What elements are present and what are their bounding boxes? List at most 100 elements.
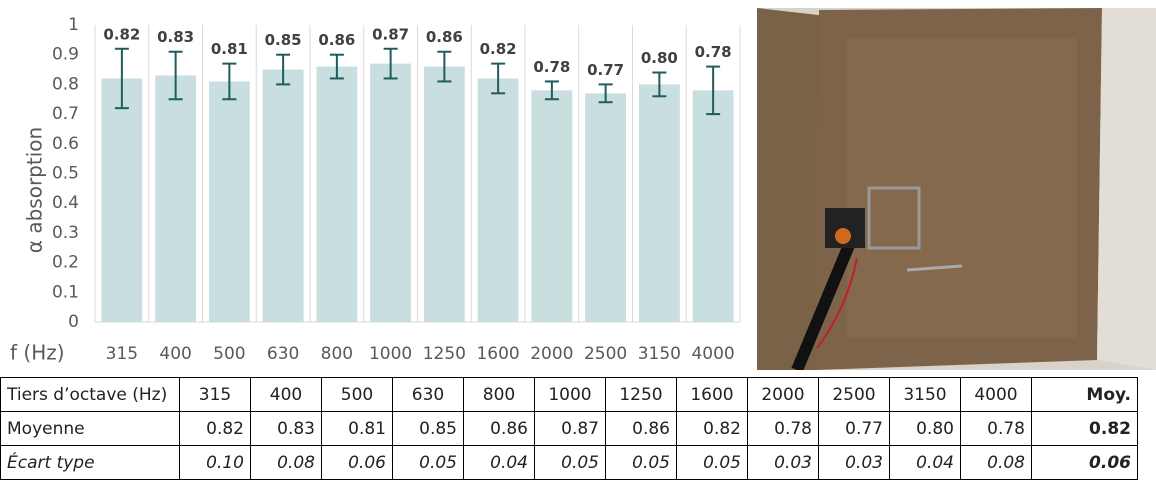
y-axis-label: α absorption: [23, 127, 47, 253]
y-tick-label: 0.4: [52, 193, 79, 213]
table-cell: 2000: [747, 377, 819, 412]
x-tick-label: 1000: [369, 344, 412, 364]
value-label: 0.87: [372, 25, 409, 43]
x-tick-label: 1250: [423, 344, 466, 364]
table-cell: 0.05: [676, 445, 748, 480]
data-table: Tiers d’octave (Hz) 315 400 500 630 800 1000 12…: [0, 377, 1138, 480]
table-cell: 0.05: [605, 445, 677, 480]
table-cell: 2500: [818, 377, 890, 412]
y-tick-label: 0.1: [52, 282, 79, 302]
table-row: Écart type 0.10 0.08 0.06 0.05 0.04 0.05 0.05 0.…: [0, 445, 1138, 480]
bar: [155, 75, 197, 323]
table-cell: 0.85: [392, 411, 464, 446]
table-cell: 0.06: [321, 445, 393, 480]
bar: [585, 93, 627, 322]
x-tick-label: 4000: [691, 344, 734, 364]
table-cell: 3150: [889, 377, 961, 412]
table-cell: Écart type: [0, 445, 180, 480]
table-cell: 0.08: [250, 445, 322, 480]
table-cell: 0.05: [534, 445, 606, 480]
value-label: 0.83: [157, 28, 194, 46]
bar: [208, 81, 250, 323]
mic-cage: [867, 186, 921, 250]
side-panel: [757, 8, 827, 370]
table-cell: 1600: [676, 377, 748, 412]
y-tick-label: 1: [68, 15, 79, 35]
table-cell: 1000: [534, 377, 606, 412]
table-cell: 0.08: [960, 445, 1032, 480]
chart: α absorption f (Hz) 0 0.1 0.2 0.3 0.4 0.5 0.6 0…: [10, 15, 741, 365]
y-tick-label: 0.6: [52, 134, 79, 154]
y-tick-label: 0: [68, 312, 79, 332]
value-label: 0.86: [426, 28, 463, 46]
table-cell: 0.03: [818, 445, 890, 480]
value-label: 0.77: [587, 61, 624, 79]
value-label: 0.81: [211, 40, 248, 58]
value-label: 0.86: [318, 31, 355, 49]
x-tick-label: 315: [106, 344, 138, 364]
x-tick-label: 400: [159, 344, 191, 364]
x-axis-label: f (Hz): [10, 341, 65, 365]
x-tick-label: 2500: [584, 344, 627, 364]
y-tick-label: 0.9: [52, 45, 79, 65]
bar: [101, 78, 143, 323]
value-label: 0.85: [265, 31, 302, 49]
table-cell: 0.04: [889, 445, 961, 480]
y-tick-label: 0.3: [52, 223, 79, 243]
table-cell: 4000: [960, 377, 1032, 412]
table-cell: Tiers d’octave (Hz): [0, 377, 180, 412]
table-row: Tiers d’octave (Hz) 315 400 500 630 800 1000 12…: [0, 377, 1138, 412]
table-cell: 800: [463, 377, 535, 412]
value-label: 0.82: [103, 25, 140, 43]
table-cell: 0.77: [818, 411, 890, 446]
table-cell: 315: [179, 377, 251, 412]
x-tick-label: 3150: [638, 344, 681, 364]
bar: [423, 66, 465, 322]
x-tick-label: 1600: [476, 344, 519, 364]
stand-knob: [835, 228, 851, 244]
y-tick-label: 0.2: [52, 253, 79, 273]
table-cell: 0.05: [392, 445, 464, 480]
value-label: 0.78: [533, 58, 570, 76]
table-cell: 0.03: [747, 445, 819, 480]
table-row: Moyenne 0.82 0.83 0.81 0.85 0.86 0.87 0.86 0.82 0…: [0, 411, 1138, 446]
table-cell: 0.82: [1031, 411, 1138, 446]
table-cell: Moy.: [1031, 377, 1138, 412]
table-cell: 0.86: [605, 411, 677, 446]
table-cell: 400: [250, 377, 322, 412]
x-tick-label: 800: [321, 344, 353, 364]
value-label: 0.80: [641, 49, 678, 67]
table-cell: 0.86: [463, 411, 535, 446]
x-tick-label: 630: [267, 344, 299, 364]
x-tick-label: 500: [213, 344, 245, 364]
y-tick-label: 0.8: [52, 74, 79, 94]
bar: [692, 90, 734, 322]
wall-right: [1097, 8, 1156, 370]
table-cell: 0.87: [534, 411, 606, 446]
table-cell: 0.10: [179, 445, 251, 480]
value-label: 0.78: [695, 43, 732, 61]
bar: [316, 66, 358, 322]
table-cell: 0.81: [321, 411, 393, 446]
table-cell: 0.78: [960, 411, 1032, 446]
bar: [477, 78, 519, 323]
mic-arm: [906, 264, 963, 272]
table-cell: 0.82: [179, 411, 251, 446]
table-cell: 0.04: [463, 445, 535, 480]
table-cell: 0.80: [889, 411, 961, 446]
table-cell: 0.78: [747, 411, 819, 446]
cable: [816, 257, 858, 349]
bar: [370, 63, 412, 323]
x-tick-label: 2000: [530, 344, 573, 364]
stand-pole: [791, 235, 858, 370]
table-cell: Moyenne: [0, 411, 180, 446]
bar: [638, 84, 680, 323]
table-cell: 630: [392, 377, 464, 412]
bar: [262, 69, 304, 322]
y-tick-label: 0.7: [52, 104, 79, 124]
table-cell: 0.83: [250, 411, 322, 446]
table-cell: 1250: [605, 377, 677, 412]
table-cell: 500: [321, 377, 393, 412]
photo: [757, 8, 1156, 370]
